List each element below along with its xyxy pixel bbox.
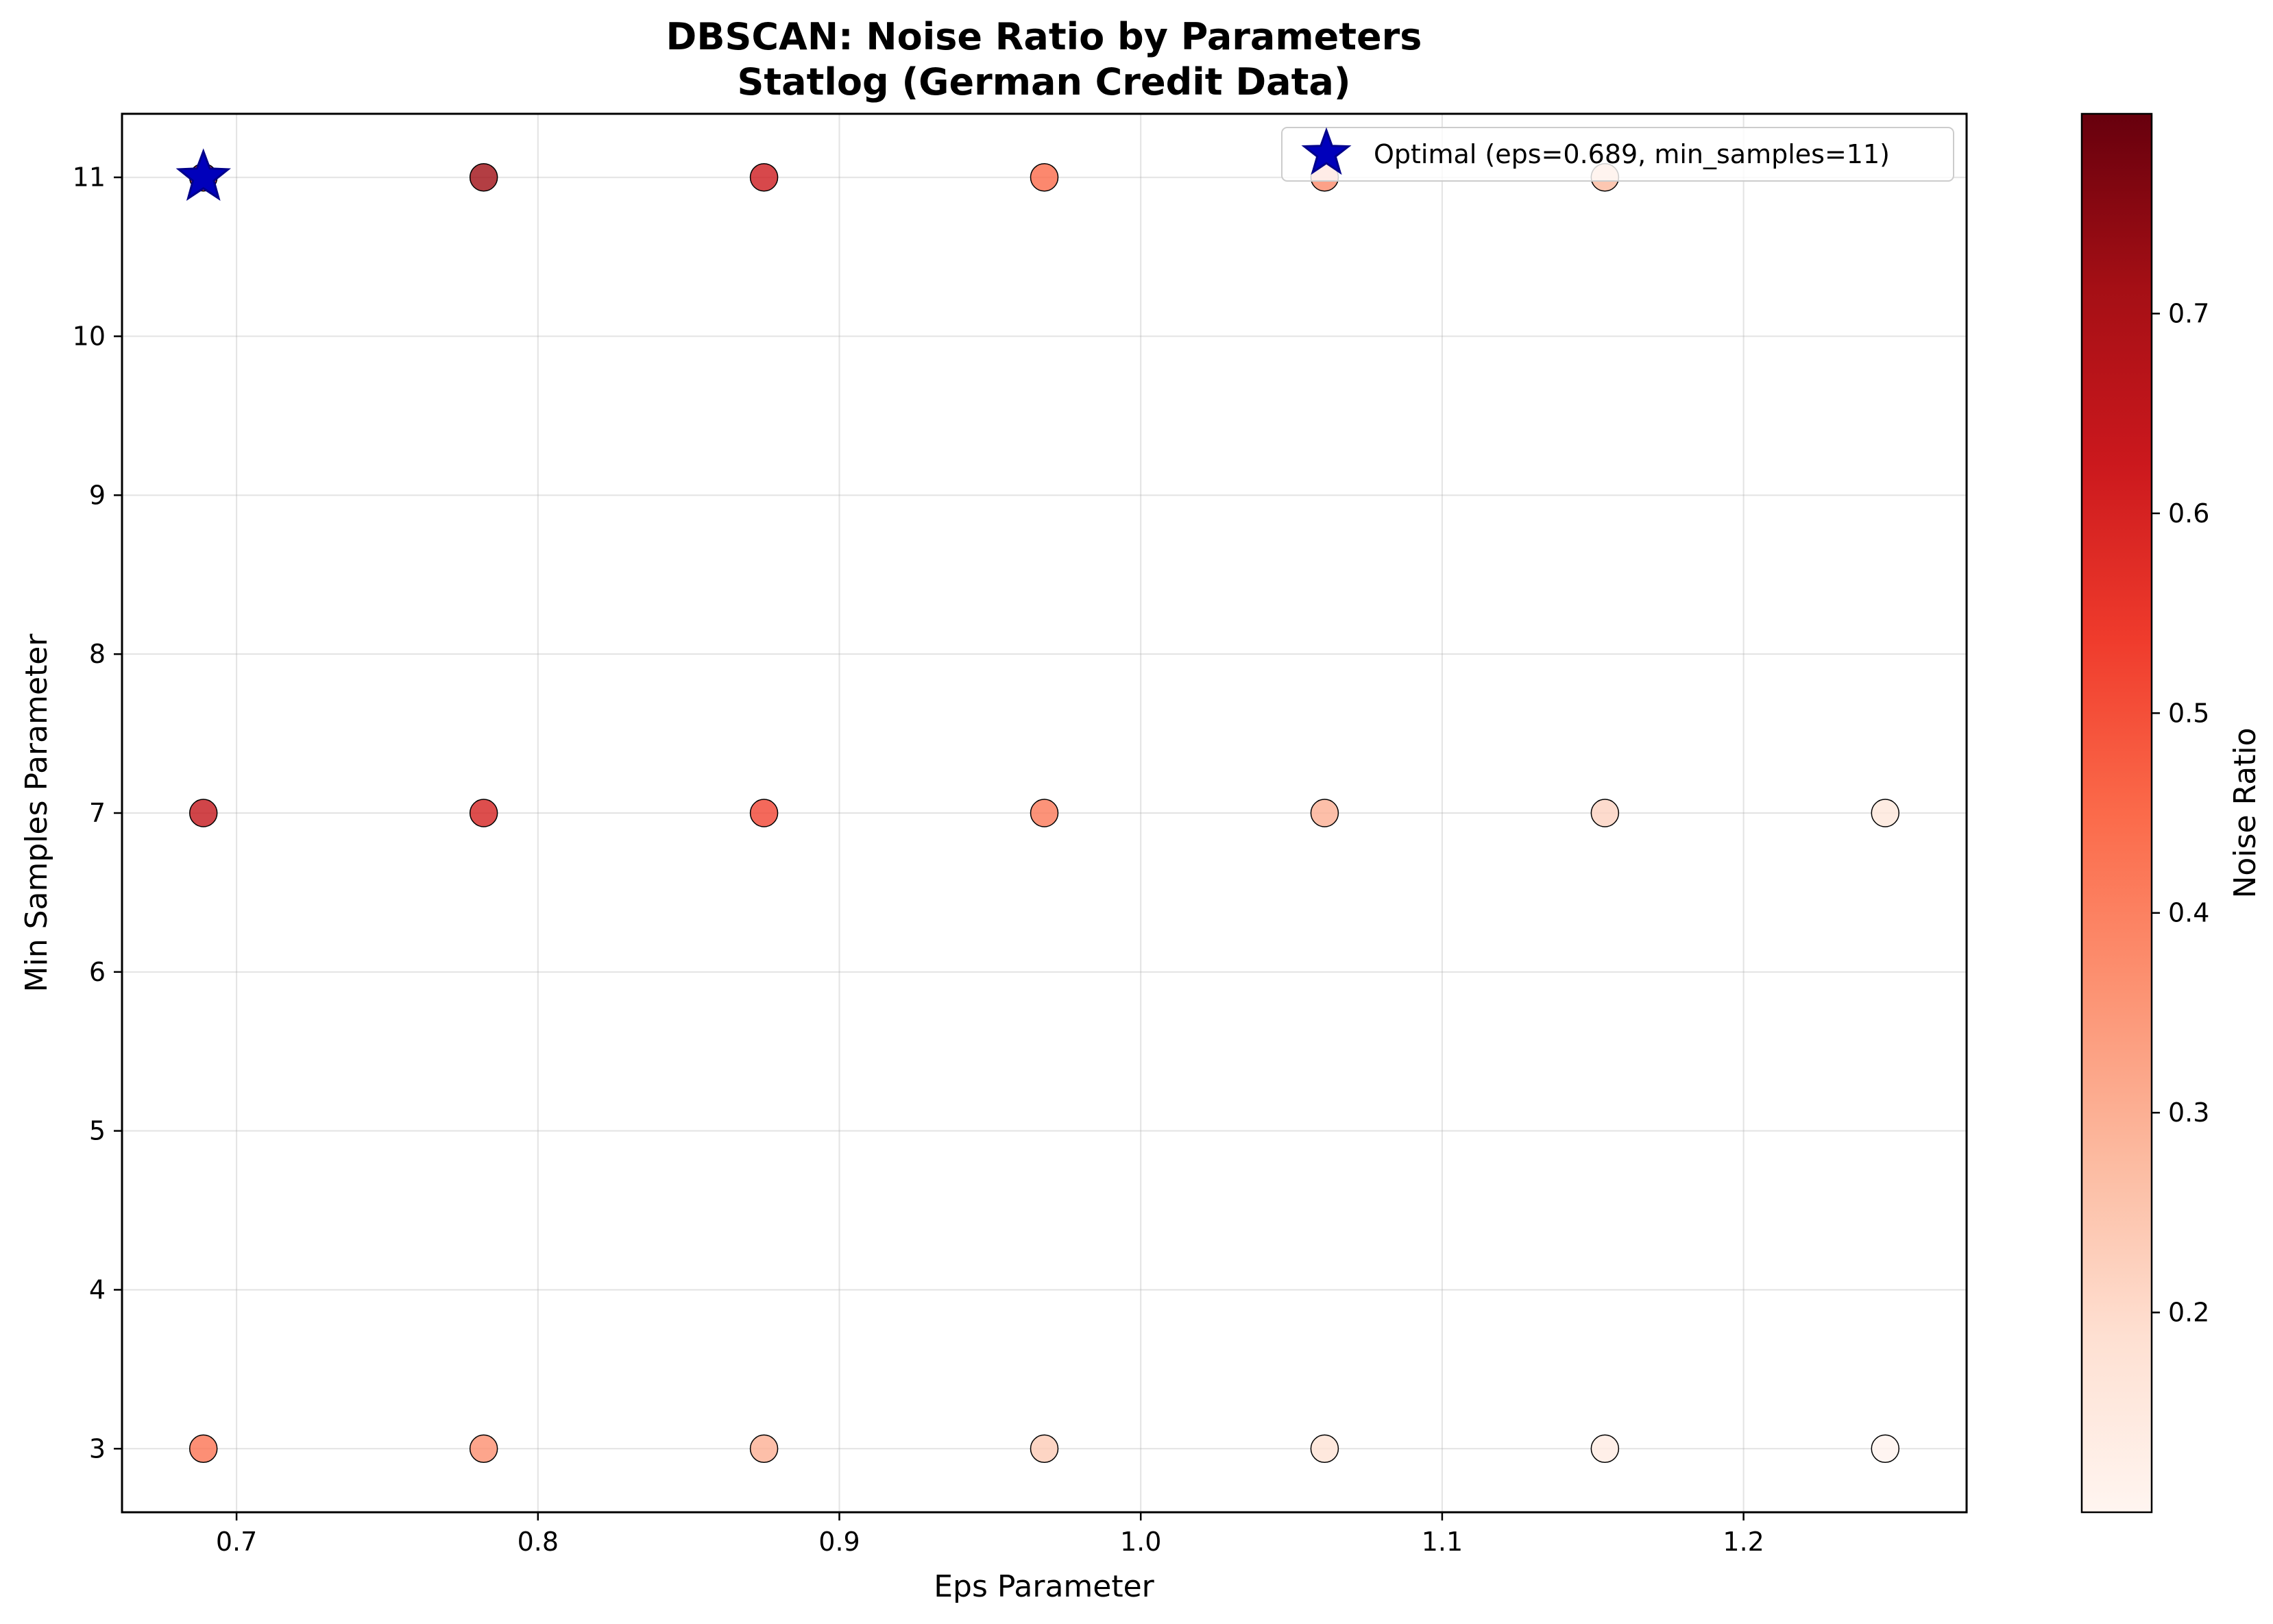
y-tick-label: 3 — [89, 1433, 106, 1464]
data-point — [189, 799, 218, 827]
x-tick-label: 1.2 — [1723, 1527, 1764, 1557]
y-tick-label: 11 — [73, 162, 106, 193]
chart-title: DBSCAN: Noise Ratio by Parameters — [666, 15, 1422, 58]
x-tick-label: 0.8 — [518, 1527, 559, 1557]
x-tick-label: 1.0 — [1120, 1527, 1161, 1557]
data-point — [1030, 162, 1059, 192]
y-tick-label: 9 — [89, 480, 106, 510]
colorbar-tick-label: 0.4 — [2168, 898, 2209, 928]
y-tick-label: 6 — [89, 957, 106, 987]
y-tick-label: 8 — [89, 639, 106, 669]
y-tick-label: 5 — [89, 1116, 106, 1146]
optimal-marker-layer — [175, 148, 231, 201]
optimal-star-icon — [175, 148, 231, 201]
x-axis-ticks: 0.7 0.8 0.9 1.0 1.1 1.2 — [216, 1512, 1764, 1557]
data-point — [1871, 799, 1900, 827]
grid-lines — [122, 114, 1967, 1512]
colorbar-tick-label: 0.6 — [2168, 498, 2209, 529]
y-axis-ticks: 3 4 5 6 7 8 9 10 11 — [73, 162, 122, 1464]
x-tick-label: 0.7 — [216, 1527, 257, 1557]
data-point — [1030, 1434, 1059, 1464]
data-point — [749, 799, 779, 827]
y-axis-label: Min Samples Parameter — [19, 633, 54, 993]
colorbar-tick-label: 0.7 — [2168, 298, 2209, 328]
y-tick-label: 4 — [89, 1274, 106, 1305]
colorbar: 0.2 0.3 0.4 0.5 0.6 0.7 Noise Ratio — [2080, 112, 2263, 1514]
data-point — [749, 162, 779, 192]
legend-star-icon — [1301, 127, 1352, 175]
y-tick-label: 10 — [73, 322, 106, 352]
x-tick-label: 0.9 — [818, 1527, 860, 1557]
colorbar-ticks: 0.2 0.3 0.4 0.5 0.6 0.7 — [2152, 298, 2209, 1328]
data-point — [1310, 799, 1339, 827]
colorbar-gradient — [2080, 112, 2153, 1514]
data-point — [469, 799, 498, 827]
colorbar-tick-label: 0.5 — [2168, 698, 2209, 728]
x-tick-label: 1.1 — [1422, 1527, 1463, 1557]
y-tick-label: 7 — [89, 798, 106, 828]
data-point — [1871, 1434, 1900, 1464]
data-point — [189, 1434, 218, 1464]
data-point — [469, 1434, 498, 1464]
data-point — [749, 1434, 779, 1464]
legend: Optimal (eps=0.689, min_samples=11) — [1281, 127, 1954, 182]
data-point — [1590, 1434, 1620, 1464]
legend-box — [1281, 127, 1954, 182]
data-point — [1310, 1434, 1339, 1464]
data-point — [469, 162, 498, 192]
legend-label: Optimal (eps=0.689, min_samples=11) — [1374, 139, 1890, 169]
x-axis-label: Eps Parameter — [934, 1569, 1154, 1604]
data-point — [1590, 799, 1620, 827]
data-point — [1030, 799, 1059, 827]
colorbar-tick-label: 0.3 — [2168, 1098, 2209, 1128]
chart-subtitle: Statlog (German Credit Data) — [737, 60, 1350, 104]
colorbar-label: Noise Ratio — [2228, 727, 2263, 898]
colorbar-tick-label: 0.2 — [2168, 1298, 2209, 1328]
